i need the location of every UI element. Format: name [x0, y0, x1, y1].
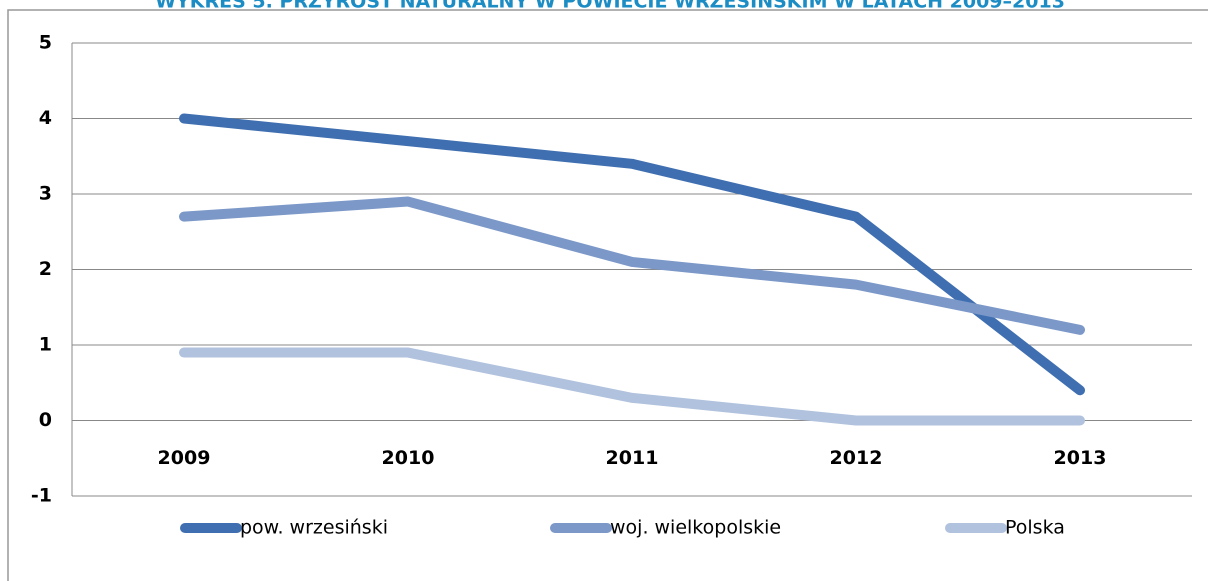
y-tick-label: 1 — [39, 334, 52, 356]
legend-label: pow. wrzesiński — [240, 517, 388, 539]
y-tick-label: 0 — [39, 409, 52, 431]
y-tick-label: 4 — [39, 107, 52, 129]
series-line — [179, 347, 1085, 426]
x-tick-label: 2013 — [1054, 447, 1107, 469]
x-tick-label: 2012 — [830, 447, 883, 469]
chart-frame — [7, 9, 1208, 581]
y-tick-label: 2 — [39, 258, 52, 280]
legend-label: Polska — [1005, 517, 1065, 539]
x-tick-label: 2010 — [382, 447, 435, 469]
y-tick-label: -1 — [31, 485, 52, 507]
x-tick-label: 2009 — [158, 447, 211, 469]
chart-title: WYKRES 5. PRZYROST NATURALNY W POWIECIE … — [155, 0, 1065, 13]
y-tick-label: 5 — [39, 32, 52, 54]
series-line — [179, 113, 1085, 396]
x-tick-label: 2011 — [606, 447, 659, 469]
series-line — [179, 196, 1085, 335]
y-tick-label: 3 — [39, 183, 52, 205]
legend-label: woj. wielkopolskie — [610, 517, 781, 539]
